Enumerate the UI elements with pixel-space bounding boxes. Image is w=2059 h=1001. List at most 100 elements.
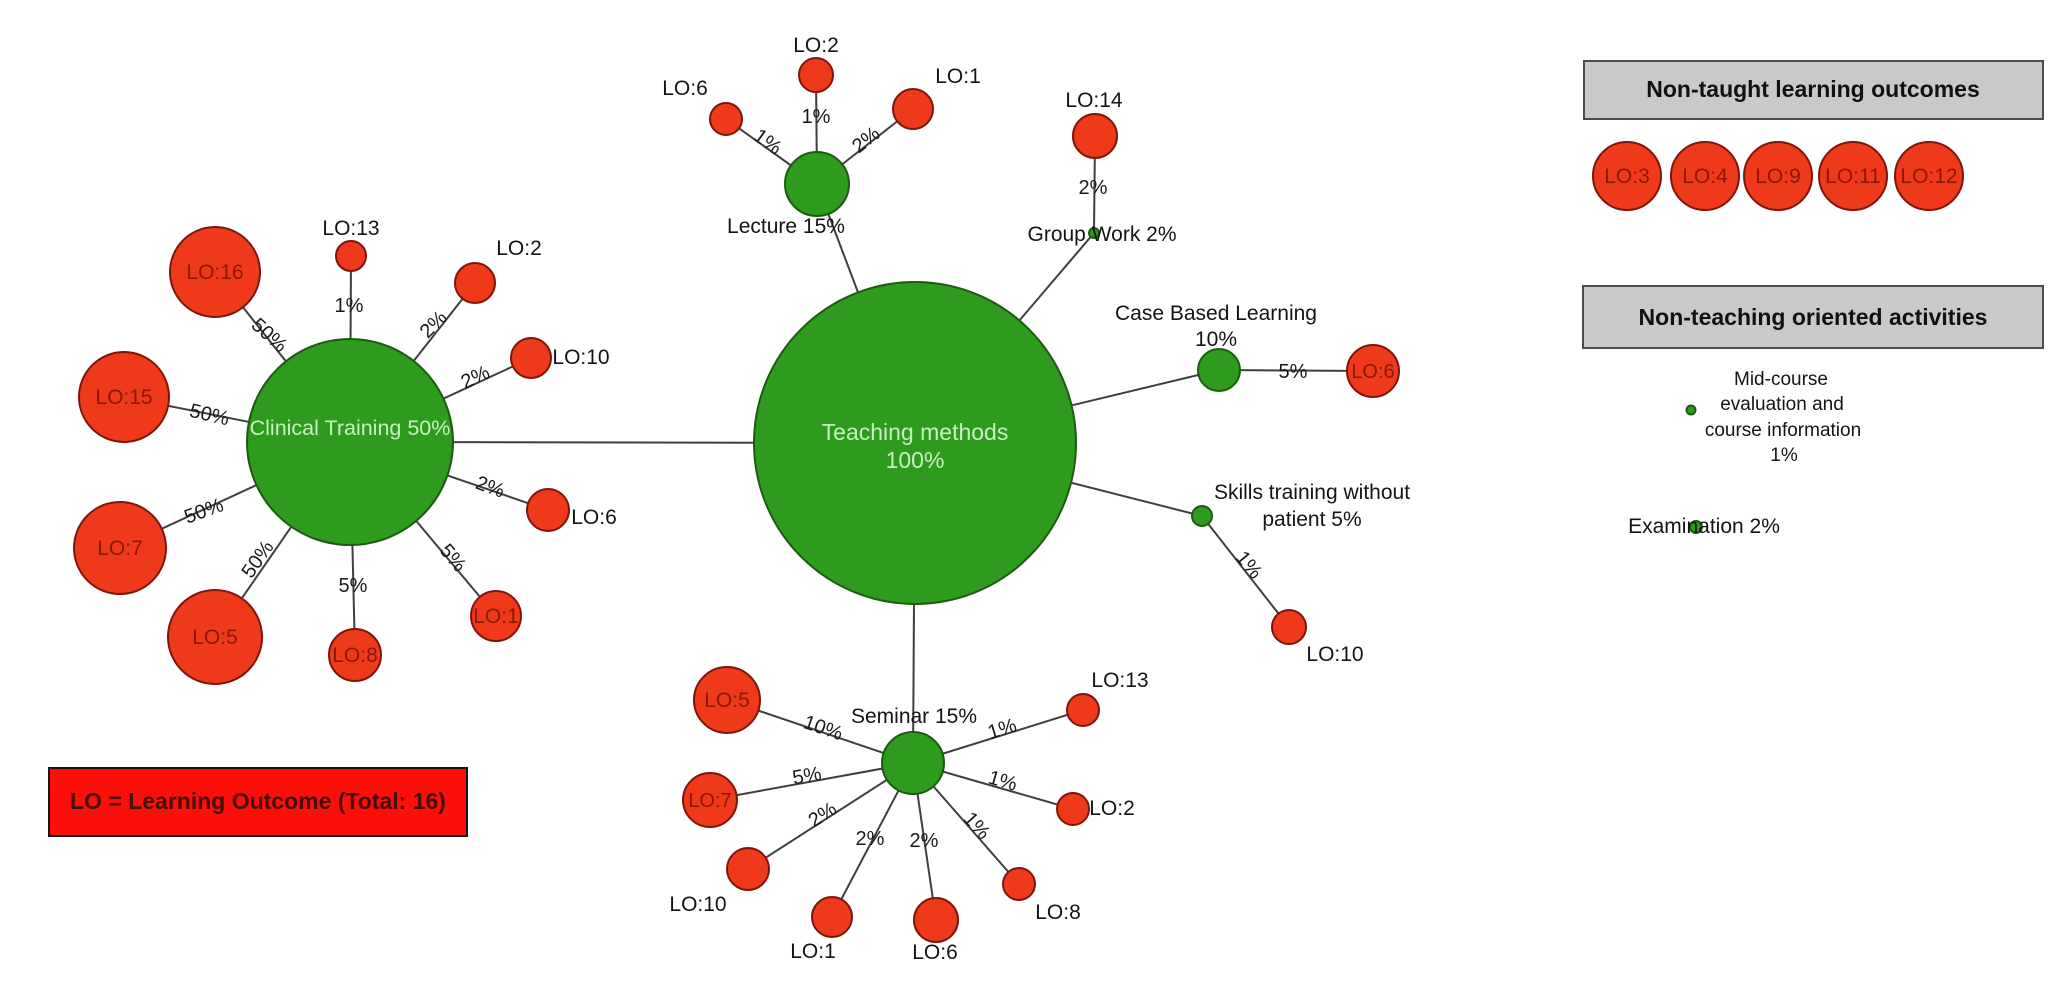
clinical-lo13-pct: 1% bbox=[335, 295, 364, 317]
teaching-methods-label-line2: 100% bbox=[886, 447, 945, 473]
node-seminar-lo6 bbox=[913, 897, 959, 943]
legend-text: LO = Learning Outcome (Total: 16) bbox=[70, 788, 446, 814]
clinical-lo2-label: LO:2 bbox=[496, 237, 542, 260]
node-lecture-lo2 bbox=[798, 57, 834, 93]
casebased-lo6-pct: 5% bbox=[1279, 361, 1308, 383]
node-teaching-methods bbox=[753, 281, 1077, 605]
midcourse-line2: evaluation and bbox=[1720, 394, 1844, 415]
legend: LO = Learning Outcome (Total: 16) bbox=[48, 767, 468, 837]
seminar-lo10-label: LO:10 bbox=[669, 893, 726, 916]
skills-lo10-pct: 1% bbox=[1231, 547, 1267, 583]
node-case-based-learning bbox=[1197, 348, 1241, 392]
clinical-lo13-label: LO:13 bbox=[322, 217, 379, 240]
clinical-lo8-pct: 5% bbox=[339, 575, 368, 597]
seminar-lo5-label: LO:5 bbox=[704, 689, 750, 712]
non-taught-header-text: Non-taught learning outcomes bbox=[1646, 76, 1980, 102]
node-seminar bbox=[881, 731, 945, 795]
legend-box bbox=[48, 767, 468, 837]
clinical-lo7-pct: 50% bbox=[181, 494, 226, 528]
seminar-lo7-label: LO:7 bbox=[688, 790, 731, 812]
node-seminar-lo2 bbox=[1056, 792, 1090, 826]
lecture-lo1-pct: 2% bbox=[848, 123, 884, 158]
clinical-lo10-label: LO:10 bbox=[552, 346, 609, 369]
node-nontaught-lo11 bbox=[1818, 141, 1888, 211]
clinical-lo16-label: LO:16 bbox=[186, 261, 243, 284]
node-clinical-lo10 bbox=[510, 337, 552, 379]
node-skills-training bbox=[1191, 505, 1213, 527]
node-seminar-lo13 bbox=[1066, 693, 1100, 727]
node-clinical-lo7 bbox=[73, 501, 167, 595]
seminar-lo5-pct: 10% bbox=[800, 711, 845, 745]
node-examination-dot bbox=[1689, 520, 1703, 534]
node-clinical-lo5 bbox=[167, 589, 263, 685]
clinical-lo6-pct: 2% bbox=[473, 472, 508, 503]
node-clinical-lo8 bbox=[328, 628, 382, 682]
panel-non-teaching: Non-teaching oriented activities Mid-cou… bbox=[1582, 285, 2044, 538]
lecture-lo6-pct: 1% bbox=[749, 125, 785, 160]
case-based-label-line1: Case Based Learning bbox=[1115, 302, 1317, 325]
nodes bbox=[73, 57, 1400, 943]
nontaught-lo12-label: LO:12 bbox=[1900, 165, 1957, 188]
node-clinical-lo2 bbox=[454, 262, 496, 304]
lecture-lo1-label: LO:1 bbox=[935, 65, 981, 88]
clinical-training-label: Clinical Training 50% bbox=[250, 416, 451, 440]
group-work-label: Group Work 2% bbox=[1028, 223, 1177, 246]
node-seminar-lo1 bbox=[811, 896, 853, 938]
edge-seminar-lo10 bbox=[747, 762, 914, 870]
node-clinical-lo6 bbox=[526, 488, 570, 532]
seminar-lo6-pct: 2% bbox=[910, 830, 939, 852]
node-nontaught-lo4 bbox=[1670, 141, 1740, 211]
node-nontaught-lo9 bbox=[1743, 141, 1813, 211]
non-teaching-header-text: Non-teaching oriented activities bbox=[1639, 304, 1988, 330]
nontaught-lo9-label: LO:9 bbox=[1755, 165, 1801, 188]
teaching-methods-label-line1: Teaching methods bbox=[822, 419, 1009, 445]
skills-label-line1: Skills training without bbox=[1214, 481, 1410, 504]
casebased-lo6-label: LO:6 bbox=[1351, 361, 1394, 383]
seminar-lo8-pct: 1% bbox=[959, 808, 995, 844]
nontaught-lo3-label: LO:3 bbox=[1604, 165, 1650, 188]
midcourse-line4: 1% bbox=[1770, 445, 1798, 466]
node-lecture-lo1 bbox=[892, 88, 934, 130]
seminar-lo13-label: LO:13 bbox=[1091, 669, 1148, 692]
seminar-lo1-label: LO:1 bbox=[790, 940, 836, 963]
midcourse-line1: Mid-course bbox=[1734, 369, 1828, 390]
panel-non-taught: Non-taught learning outcomes LO:3 LO:4 L… bbox=[1583, 60, 2044, 211]
node-clinical-lo13 bbox=[335, 240, 367, 272]
clinical-lo5-label: LO:5 bbox=[192, 626, 238, 649]
node-skills-lo10 bbox=[1271, 609, 1307, 645]
node-clinical-lo16 bbox=[169, 226, 261, 318]
edge-skills-lo10 bbox=[1201, 515, 1290, 628]
nontaught-lo4-label: LO:4 bbox=[1682, 165, 1728, 188]
clinical-lo1-pct: 5% bbox=[435, 540, 471, 576]
seminar-label: Seminar 15% bbox=[851, 705, 977, 728]
node-clinical-lo15 bbox=[78, 351, 170, 443]
node-seminar-lo8 bbox=[1002, 867, 1036, 901]
node-group-work bbox=[1088, 227, 1100, 239]
seminar-lo8-label: LO:8 bbox=[1035, 901, 1081, 924]
clinical-lo2-pct: 2% bbox=[416, 307, 452, 343]
seminar-lo6-label: LO:6 bbox=[912, 941, 958, 964]
node-lecture-lo6 bbox=[709, 102, 743, 136]
seminar-lo13-pct: 1% bbox=[985, 714, 1019, 744]
edge-seminar-lo7 bbox=[709, 762, 914, 801]
seminar-lo2-pct: 1% bbox=[986, 767, 1020, 796]
node-lecture bbox=[784, 151, 850, 217]
lecture-label: Lecture 15% bbox=[727, 215, 845, 238]
seminar-lo2-label: LO:2 bbox=[1089, 797, 1135, 820]
lecture-lo6-label: LO:6 bbox=[662, 77, 708, 100]
groupwork-lo14-pct: 2% bbox=[1079, 177, 1108, 199]
examination-label: Examination 2% bbox=[1628, 515, 1780, 538]
node-labels: Teaching methods 100% Clinical Training … bbox=[95, 34, 1410, 964]
clinical-lo1-label: LO:1 bbox=[473, 605, 519, 628]
skills-lo10-label: LO:10 bbox=[1306, 643, 1363, 666]
node-casebased-lo6 bbox=[1346, 344, 1400, 398]
skills-label-line2: patient 5% bbox=[1262, 508, 1361, 531]
node-seminar-lo5 bbox=[693, 666, 761, 734]
node-midcourse-dot bbox=[1685, 404, 1697, 416]
seminar-lo7-pct: 5% bbox=[791, 763, 824, 790]
case-based-label-line2: 10% bbox=[1195, 328, 1237, 351]
clinical-lo7-label: LO:7 bbox=[97, 537, 143, 560]
lecture-lo2-pct: 1% bbox=[802, 106, 831, 128]
